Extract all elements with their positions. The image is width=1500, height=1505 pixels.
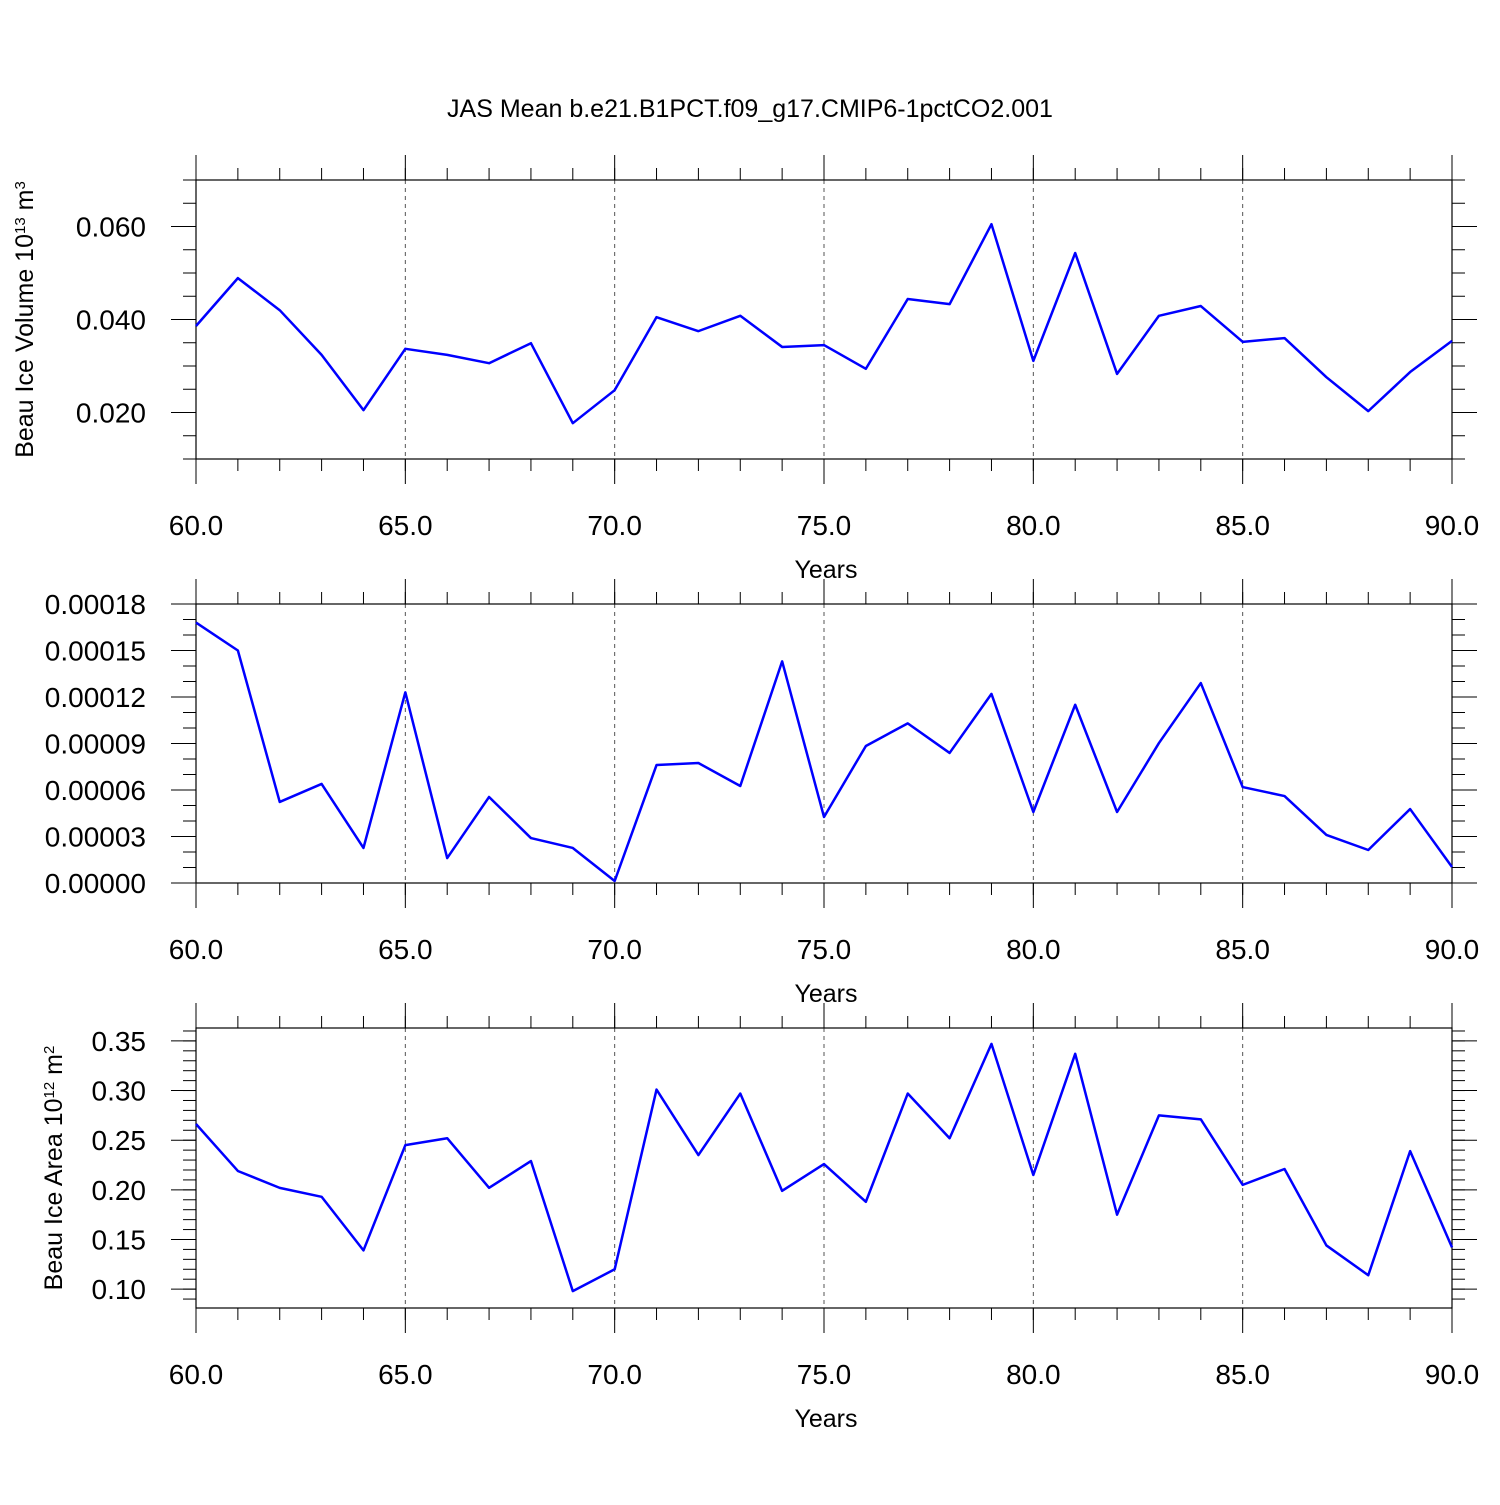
x-tick-label: 65.0 <box>378 510 433 541</box>
panel: 60.0 65.0 70.0 75.0 80.0 85.0 90.0 0.020 0.040 0.… <box>11 155 1479 584</box>
data-line <box>195 621 1454 883</box>
y-axis-label: Beau Ice Volume 1013 m3 <box>11 181 39 458</box>
x-tick-label: 60.0 <box>169 510 224 541</box>
x-tick-label: 90.0 <box>1425 510 1480 541</box>
y-axis-label: Beau Ice Area 1012 m2 <box>40 1046 68 1291</box>
x-axis-label: Years <box>794 1405 857 1433</box>
x-axis-label: Years <box>794 556 857 584</box>
y-tick-label: 0.00000 <box>45 868 146 899</box>
data-line <box>195 1042 1454 1293</box>
y-tick-label: 0.00012 <box>45 682 146 713</box>
x-tick-label: 75.0 <box>797 510 852 541</box>
x-tick-label: 65.0 <box>378 934 433 965</box>
x-tick-label: 75.0 <box>797 1359 852 1390</box>
x-tick-label: 85.0 <box>1215 510 1270 541</box>
x-tick-label: 85.0 <box>1215 1359 1270 1390</box>
y-tick-label: 0.15 <box>92 1224 147 1255</box>
y-label-text: m <box>11 190 39 218</box>
y-label-superscript: 12 <box>41 1082 58 1099</box>
plot-frame <box>195 603 1453 884</box>
y-tick-label: 0.30 <box>92 1076 147 1107</box>
x-tick-label: 70.0 <box>587 934 642 965</box>
y-tick-label: 0.00015 <box>45 636 146 667</box>
y-tick-label: 0.040 <box>76 305 146 336</box>
x-tick-label: 80.0 <box>1006 934 1061 965</box>
y-label-text: Beau Snow Volume 10 <box>0 643 3 896</box>
x-tick-label: 85.0 <box>1215 934 1270 965</box>
y-label-text: Beau Ice Volume 10 <box>11 234 39 458</box>
y-tick-label: 0.060 <box>76 212 146 243</box>
y-label-superscript: 3 <box>12 181 29 189</box>
y-tick-label: 0.10 <box>92 1274 147 1305</box>
plot-frame <box>195 179 1453 460</box>
x-tick-label: 80.0 <box>1006 510 1061 541</box>
x-tick-label: 60.0 <box>169 1359 224 1390</box>
data-line <box>195 222 1453 425</box>
x-tick-label: 90.0 <box>1425 934 1480 965</box>
y-label-text: m <box>0 599 3 627</box>
y-tick-label: 0.020 <box>76 398 146 429</box>
x-axis-label: Years <box>794 980 857 1008</box>
y-tick-label: 0.00018 <box>45 589 146 620</box>
y-tick-label: 0.20 <box>92 1175 147 1206</box>
x-tick-label: 80.0 <box>1006 1359 1061 1390</box>
y-tick-label: 0.35 <box>92 1026 147 1057</box>
y-axis-label: Beau Snow Volume 1013 m3 <box>0 591 3 897</box>
y-tick-label: 0.00009 <box>45 729 146 760</box>
y-tick-label: 0.25 <box>92 1125 147 1156</box>
y-label-text: Beau Ice Area 10 <box>40 1099 68 1291</box>
x-tick-label: 70.0 <box>587 1359 642 1390</box>
x-tick-label: 60.0 <box>169 934 224 965</box>
y-tick-label: 0.00006 <box>45 775 146 806</box>
x-tick-label: 70.0 <box>587 510 642 541</box>
figure-title: JAS Mean b.e21.B1PCT.f09_g17.CMIP6-1pctC… <box>447 95 1053 123</box>
y-tick-label: 0.00003 <box>45 822 146 853</box>
plot-frame <box>195 1027 1453 1309</box>
x-tick-label: 75.0 <box>797 934 852 965</box>
x-tick-label: 65.0 <box>378 1359 433 1390</box>
panel: 60.0 65.0 70.0 75.0 80.0 85.0 90.0 0.00000 0.000… <box>0 579 1479 1008</box>
panel: 60.0 65.0 70.0 75.0 80.0 85.0 90.0 0.10 0.15 0.20… <box>40 1003 1479 1433</box>
y-label-superscript: 2 <box>41 1046 58 1054</box>
y-label-text: m <box>40 1054 68 1082</box>
x-tick-label: 90.0 <box>1425 1359 1480 1390</box>
y-label-superscript: 13 <box>12 217 29 234</box>
